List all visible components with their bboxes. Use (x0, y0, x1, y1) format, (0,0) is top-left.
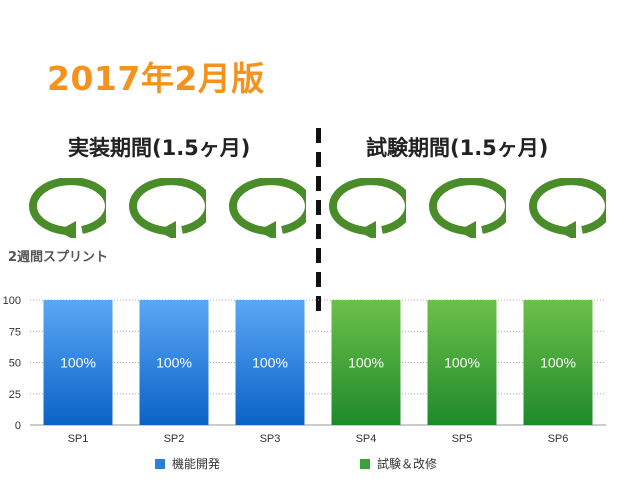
page-title: 2017年2月版 (47, 59, 265, 98)
legend-swatch-test (360, 459, 370, 469)
data-label-sp1: 100% (60, 355, 96, 371)
y-tick-label: 50 (9, 358, 21, 370)
testing-period-label: 試験期間(1.5ヶ月) (366, 136, 549, 160)
legend-item-test: 試験＆改修 (360, 455, 437, 472)
y-tick-label: 100 (3, 295, 21, 307)
legend-label-dev: 機能開発 (172, 457, 221, 471)
cycle-icon (120, 177, 213, 241)
sprint-length-note: 2週間スプリント (8, 250, 109, 265)
data-label-sp4: 100% (348, 355, 384, 371)
bar-sp2 (139, 300, 209, 425)
data-label-sp3: 100% (252, 355, 288, 371)
bar-sp3 (235, 300, 305, 425)
cycle-icon (20, 177, 113, 241)
x-tick-label-sp5: SP5 (452, 433, 473, 445)
cycle-icon (420, 177, 513, 241)
bar-sp5 (427, 300, 497, 425)
data-label-sp5: 100% (444, 355, 480, 371)
legend-label-test: 試験＆改修 (377, 457, 438, 471)
legend-swatch-dev (155, 459, 165, 469)
y-tick-label: 75 (9, 326, 21, 338)
x-tick-label-sp6: SP6 (548, 433, 569, 445)
cycle-icon (320, 177, 413, 241)
x-tick-label-sp1: SP1 (68, 433, 89, 445)
implementation-period-label: 実装期間(1.5ヶ月) (68, 136, 251, 160)
x-tick-label-sp4: SP4 (356, 433, 377, 445)
x-tick-label-sp3: SP3 (260, 433, 281, 445)
sprint-bar-chart: 0 25 50 75 100 100% SP1 100% SP2 100% SP3 100% SP4 10… (3, 295, 606, 445)
x-tick-label-sp2: SP2 (164, 433, 185, 445)
data-label-sp2: 100% (156, 355, 192, 371)
y-tick-label: 0 (15, 420, 21, 432)
y-tick-label: 25 (9, 389, 21, 401)
data-label-sp6: 100% (540, 355, 576, 371)
cycle-icon (520, 177, 613, 241)
legend-item-dev: 機能開発 (155, 455, 220, 472)
cycle-icon (220, 177, 313, 241)
bar-sp4 (331, 300, 401, 425)
bar-sp1 (43, 300, 113, 425)
phase-divider (316, 128, 321, 318)
bar-sp6 (523, 300, 593, 425)
